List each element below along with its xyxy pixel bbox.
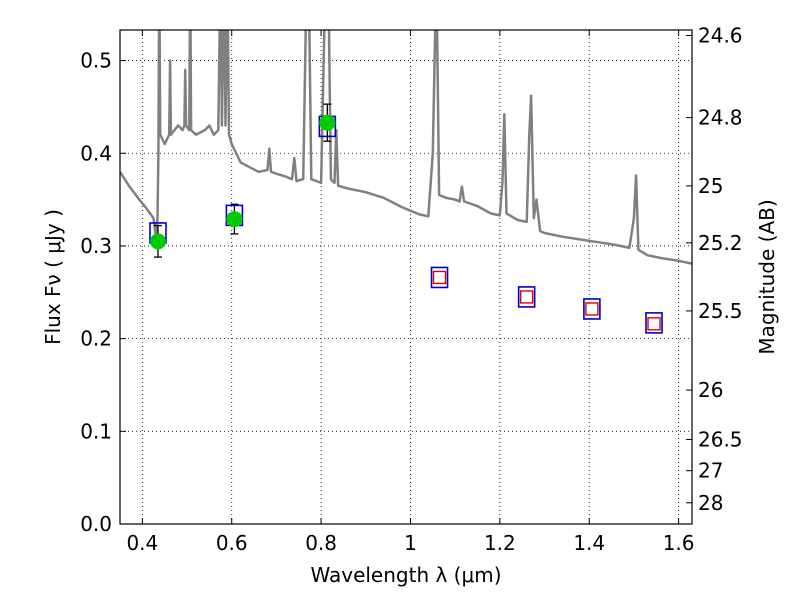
- x-axis-label-text: Wavelength λ (μm): [310, 563, 501, 587]
- predicted-point: [647, 317, 661, 331]
- observed-point: [149, 233, 166, 250]
- y-tick-label: 0.2: [80, 327, 112, 351]
- right-tick-label: 25.2: [698, 231, 743, 255]
- y-tick-label: 0.0: [80, 512, 112, 536]
- model-band-box: [645, 312, 663, 334]
- model-band-box: [517, 286, 536, 308]
- predicted-point: [519, 290, 534, 304]
- model-spectrum-layer: [120, 30, 692, 265]
- predicted-point: [432, 270, 447, 285]
- x-tick-label: 0.6: [216, 531, 248, 555]
- observed-point: [226, 211, 243, 228]
- x-tick-label: 1.4: [573, 531, 605, 555]
- tick-layer: 0.4 0.6 0.8 1 1.2 1.4 1.6 0.0 0.1 0.2 0.3 0.4 0.5 24.…: [80, 23, 742, 555]
- x-tick-label: 1.6: [663, 531, 695, 555]
- x-tick-label: 1.2: [484, 531, 516, 555]
- model-band-box: [430, 266, 449, 289]
- right-tick-label: 25: [698, 174, 723, 198]
- y-axis-label: Flux Fν ( μJy ): [41, 209, 65, 345]
- y-tick-label: 0.5: [80, 49, 112, 73]
- model-band-box: [583, 298, 601, 320]
- right-tick-label: 26.5: [698, 427, 743, 451]
- right-tick-label: 26: [698, 378, 723, 402]
- marker-layer: [149, 103, 663, 334]
- y-axis-right-label: Magnitude (AB): [755, 199, 779, 354]
- predicted-point: [585, 302, 599, 316]
- x-tick-label: 1: [404, 531, 417, 555]
- y-tick-label: 0.1: [80, 419, 112, 443]
- right-tick-label: 27: [698, 459, 723, 483]
- plot-frame: [119, 29, 693, 525]
- x-tick-label: 0.8: [305, 531, 337, 555]
- right-tick-label: 25.5: [698, 299, 743, 323]
- x-axis-label: Wavelength λ (μm): [310, 563, 501, 587]
- y-tick-label: 0.3: [80, 234, 112, 258]
- x-tick-label: 0.4: [126, 531, 158, 555]
- plot-background: [120, 30, 692, 524]
- model-spectrum-line: [120, 30, 692, 265]
- y-tick-label: 0.4: [80, 141, 112, 165]
- right-tick-label: 28: [698, 491, 723, 515]
- right-tick-label: 24.8: [698, 106, 743, 130]
- observed-point: [319, 114, 336, 131]
- right-tick-label: 24.6: [698, 23, 743, 47]
